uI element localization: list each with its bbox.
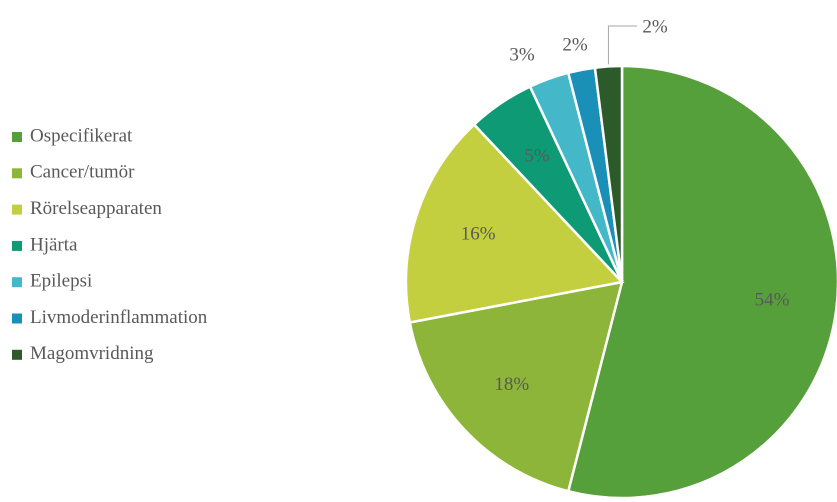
leader-line <box>607 25 637 65</box>
legend-swatch <box>12 204 22 215</box>
data-label: 2% <box>562 34 588 55</box>
legend-label: Cancer/tumör <box>30 162 135 183</box>
legend-label: Rörelseapparaten <box>30 198 162 219</box>
pie-slice <box>593 64 624 283</box>
legend-label: Ospecifikerat <box>30 125 133 146</box>
legend-swatch <box>12 168 22 179</box>
data-label: 16% <box>461 224 496 245</box>
legend-swatch <box>12 349 22 360</box>
data-label: 3% <box>509 44 535 65</box>
legend-label: Hjärta <box>30 234 78 255</box>
data-label: 18% <box>494 374 529 395</box>
legend-swatch <box>12 313 22 324</box>
data-label: 5% <box>524 145 550 166</box>
legend-label: Epilepsi <box>30 271 92 292</box>
legend-swatch <box>12 277 22 288</box>
data-label: 54% <box>755 289 790 310</box>
legend-swatch <box>12 132 22 142</box>
pie-slice <box>404 122 625 324</box>
data-label: 2% <box>642 16 668 37</box>
legend-swatch <box>12 240 22 251</box>
pie-slice <box>566 64 837 500</box>
pie-slice <box>408 280 624 493</box>
legend-label: Livmoderinflammation <box>30 307 208 328</box>
legend-label: Magomvridning <box>30 343 154 364</box>
